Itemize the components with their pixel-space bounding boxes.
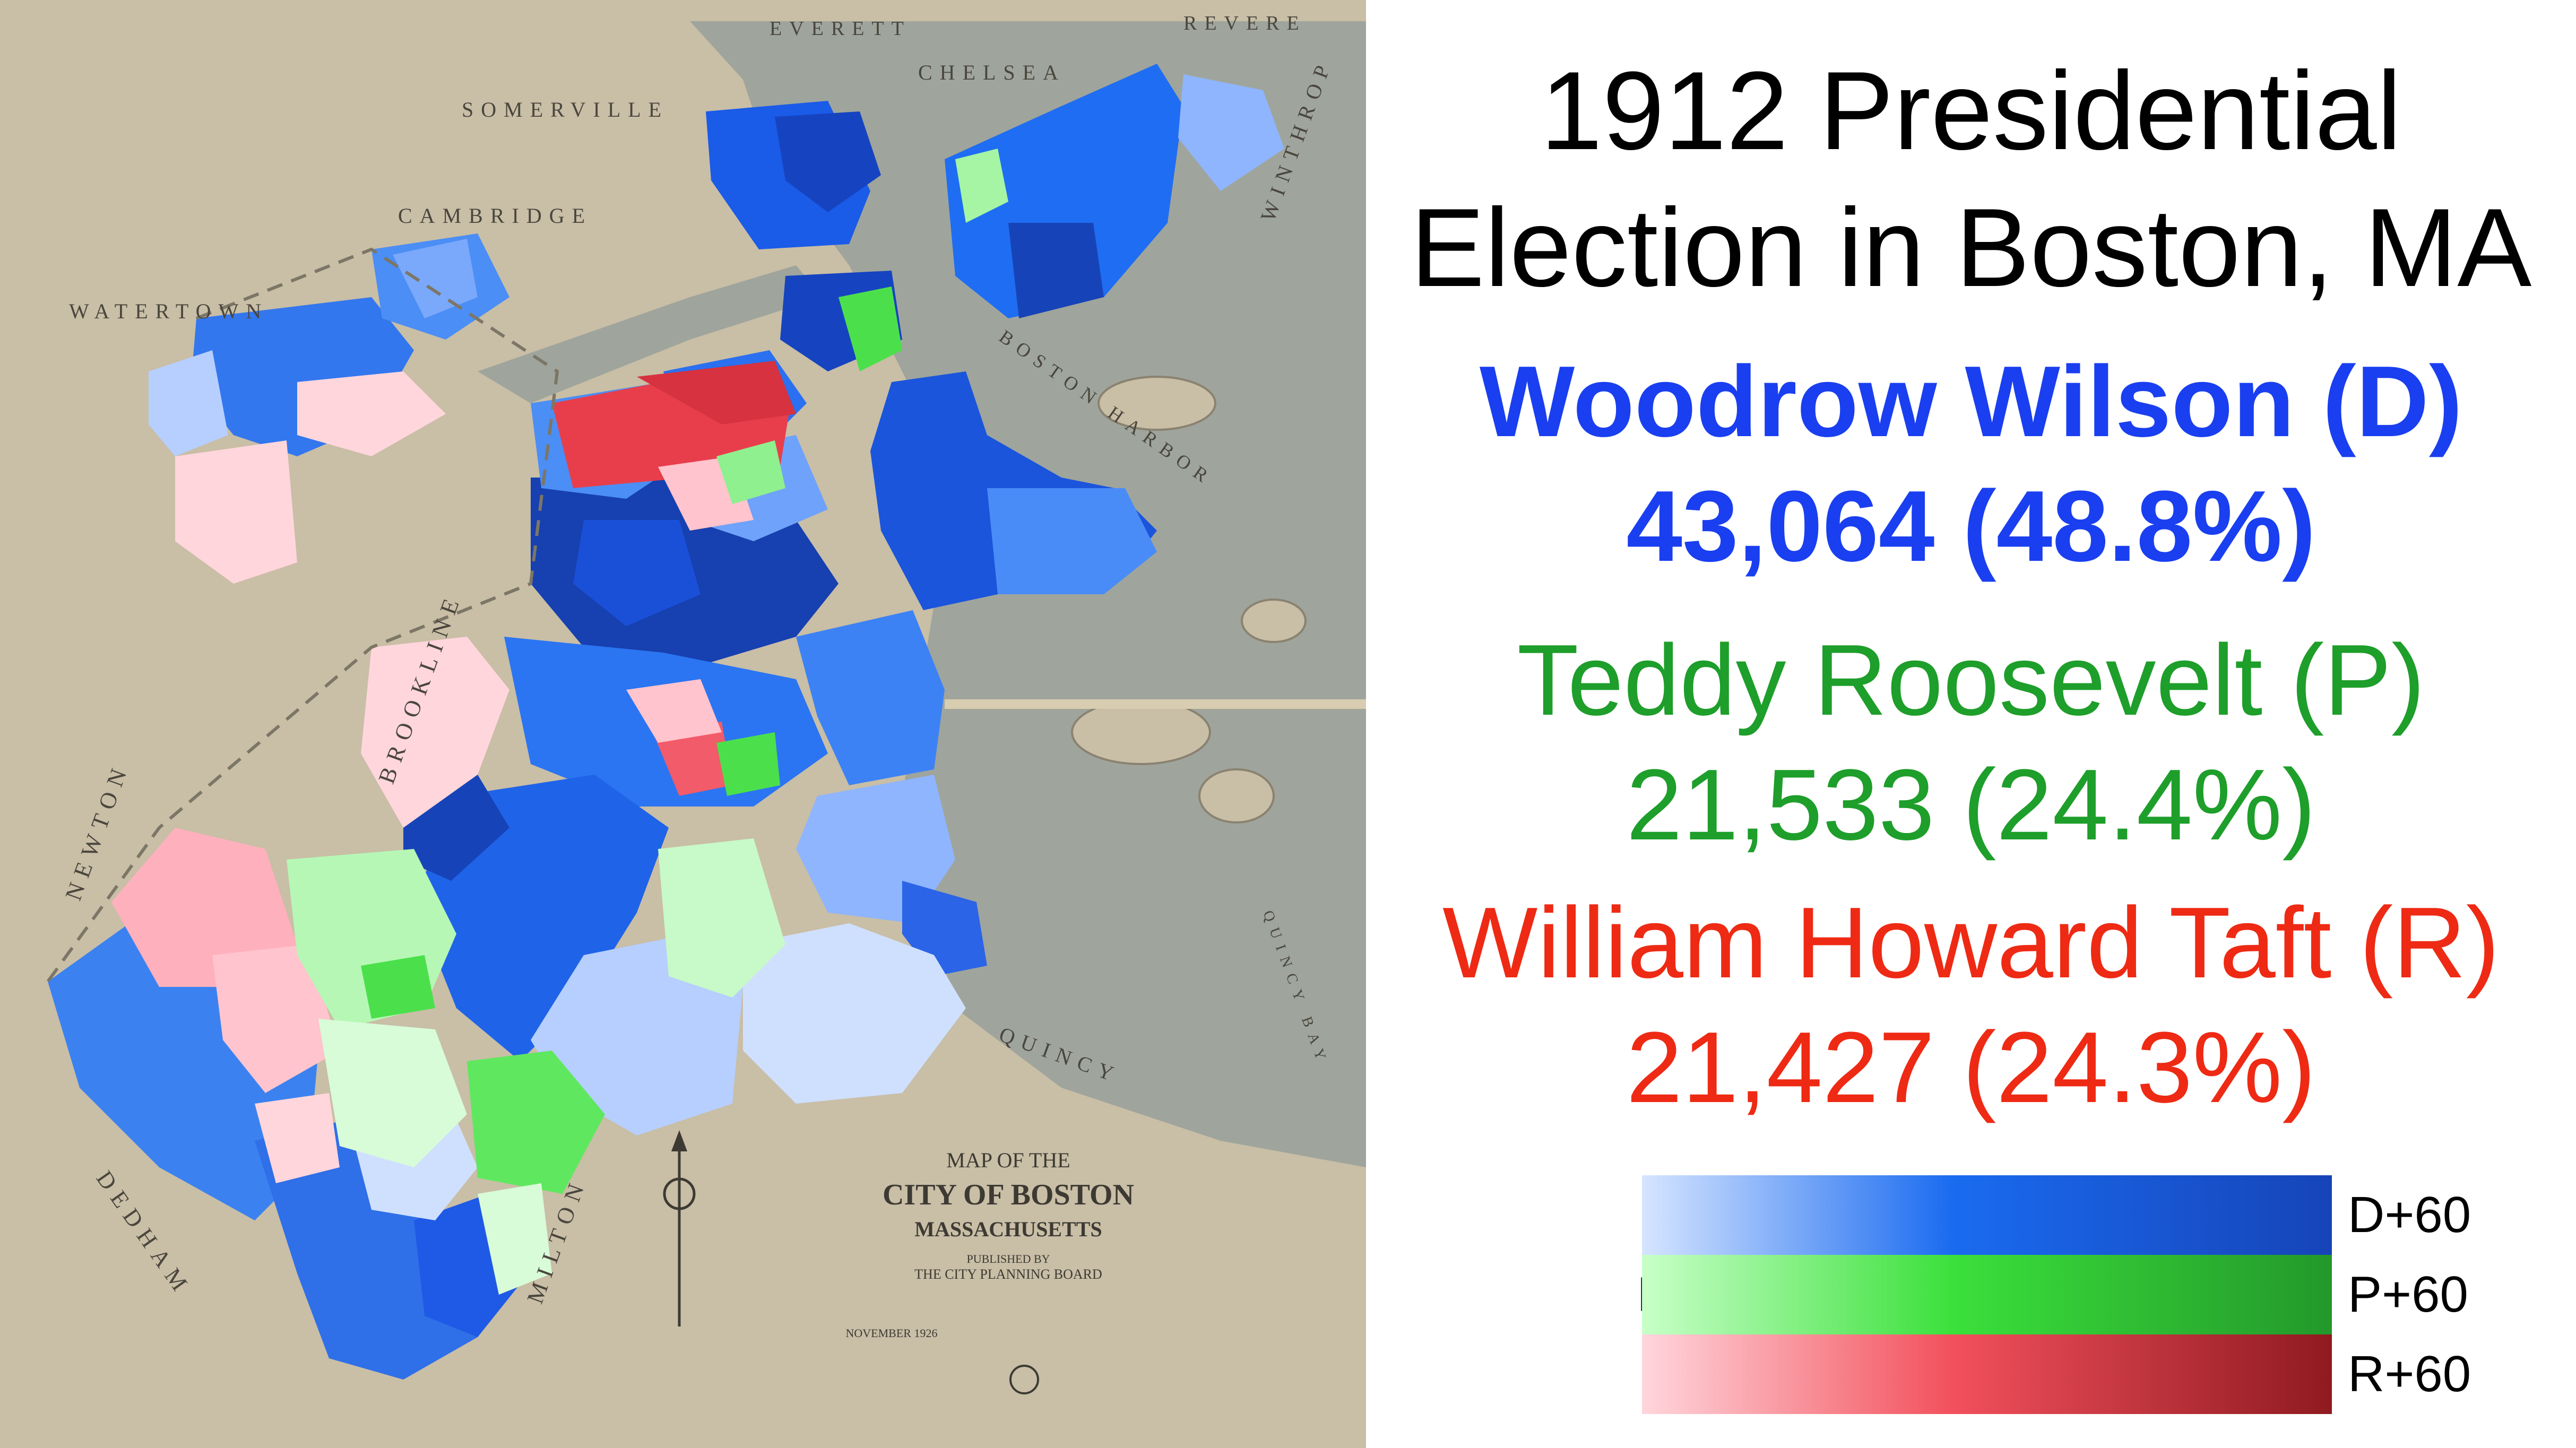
- precinct-east-boston-south: [1008, 223, 1104, 318]
- cartouche-line2: CITY OF BOSTON: [883, 1178, 1134, 1211]
- candidate-taft: William Howard Taft (R) 21,427 (24.3%): [1366, 881, 2576, 1130]
- island-thompson: [1071, 699, 1211, 765]
- cartouche-line1: MAP OF THE: [946, 1148, 1070, 1172]
- island-moon: [1198, 768, 1275, 823]
- legend-bar-wilson: [1642, 1175, 2332, 1255]
- precinct-mattapan-green: [467, 1051, 605, 1194]
- legend-row-roosevelt: Roosevelt P+60: [1366, 1255, 2576, 1334]
- precinct-jp-west-pink: [361, 637, 509, 828]
- precinct-north-end-green: [839, 287, 902, 371]
- precinct-west-roxbury-bright: [361, 955, 435, 1019]
- precinct-hyde-park-south: [255, 1114, 478, 1380]
- copyright-mark: [1009, 1365, 1039, 1394]
- precinct-charlestown-green: [955, 149, 1008, 223]
- city-boundary: [46, 247, 559, 983]
- label-revere: REVERE: [1183, 12, 1307, 34]
- legend-row-wilson: Wilson D+60: [1366, 1175, 2576, 1255]
- island-spectacle: [1241, 599, 1307, 643]
- island-governors: [1097, 376, 1216, 431]
- north-arrow-icon: [663, 1130, 696, 1326]
- precinct-south-boston-east: [987, 488, 1157, 594]
- precinct-brighton-pink: [297, 371, 446, 456]
- precinct-roxbury-green: [716, 732, 780, 796]
- precinct-east-boston: [945, 64, 1183, 318]
- precinct-hyde-park-pink: [255, 1093, 340, 1183]
- precinct-allston-east: [393, 239, 478, 318]
- charles-river: [478, 265, 823, 403]
- candidate-wilson-result: 43,064 (48.8%): [1626, 470, 2316, 583]
- precinct-roxbury-pink: [626, 679, 722, 743]
- precinct-charlestown-east: [775, 111, 881, 212]
- candidate-roosevelt-result: 21,533 (24.4%): [1626, 749, 2316, 861]
- cartouche-line3: MASSACHUSETTS: [914, 1217, 1102, 1241]
- causeway: [945, 699, 1366, 709]
- precinct-roslindale-pink: [212, 944, 340, 1093]
- candidate-roosevelt-name: Teddy Roosevelt (P): [1517, 624, 2425, 736]
- title-line-2: Election in Boston, MA: [1410, 185, 2532, 310]
- precinct-dorchester-green: [658, 838, 785, 998]
- candidate-roosevelt: Teddy Roosevelt (P) 21,533 (24.4%): [1366, 618, 2576, 868]
- legend-bar-roosevelt: [1642, 1255, 2332, 1334]
- candidate-wilson-name: Woodrow Wilson (D): [1479, 345, 2463, 458]
- label-chelsea: CHELSEA: [918, 60, 1066, 84]
- precinct-allston-west: [149, 350, 228, 456]
- legend-end-roosevelt: P+60: [2348, 1266, 2468, 1323]
- precinct-dorchester-south: [531, 934, 743, 1135]
- precinct-mattapan-south-green: [478, 1183, 552, 1295]
- page-title: 1912 Presidential Election in Boston, MA: [1366, 42, 2576, 316]
- cartouche-date: NOVEMBER 1926: [846, 1326, 938, 1340]
- label-watertown: WATERTOWN: [69, 299, 269, 323]
- legend-end-taft: R+60: [2348, 1346, 2471, 1402]
- boston-ward-map: EVERETT REVERE CHELSEA SOMERVILLE CAMBRI…: [0, 0, 1366, 1448]
- label-somerville: SOMERVILLE: [462, 98, 669, 122]
- legend-bar-taft: [1642, 1334, 2332, 1414]
- label-newton: NEWTON: [60, 758, 134, 904]
- precinct-allston-pink: [175, 440, 297, 584]
- label-dedham: DEDHAM: [91, 1166, 197, 1302]
- candidate-taft-name: William Howard Taft (R): [1442, 887, 2500, 999]
- precinct-east-boston-north: [1178, 74, 1284, 191]
- precinct-west-roxbury-pink: [111, 828, 297, 987]
- cartouche-line5: THE CITY PLANNING BOARD: [914, 1267, 1102, 1282]
- precinct-dorchester-north: [796, 610, 945, 785]
- legend-row-taft: Taft R+60: [1366, 1334, 2576, 1414]
- legend-end-wilson: D+60: [2348, 1186, 2471, 1243]
- map-svg: EVERETT REVERE CHELSEA SOMERVILLE CAMBRI…: [46, 12, 1366, 1394]
- candidate-wilson: Woodrow Wilson (D) 43,064 (48.8%): [1366, 340, 2576, 589]
- label-cambridge: CAMBRIDGE: [398, 204, 592, 228]
- precinct-west-end-green: [716, 440, 785, 504]
- precinct-dorchester-lower: [743, 923, 966, 1104]
- label-everett: EVERETT: [770, 18, 911, 40]
- title-line-1: 1912 Presidential: [1540, 48, 2402, 173]
- precinct-back-bay-central: [637, 361, 796, 424]
- candidate-taft-result: 21,427 (24.3%): [1626, 1011, 2316, 1124]
- precinct-roslindale-green: [318, 1019, 467, 1167]
- cartouche-line4: PUBLISHED BY: [966, 1252, 1050, 1265]
- precinct-mission-hill: [573, 520, 701, 626]
